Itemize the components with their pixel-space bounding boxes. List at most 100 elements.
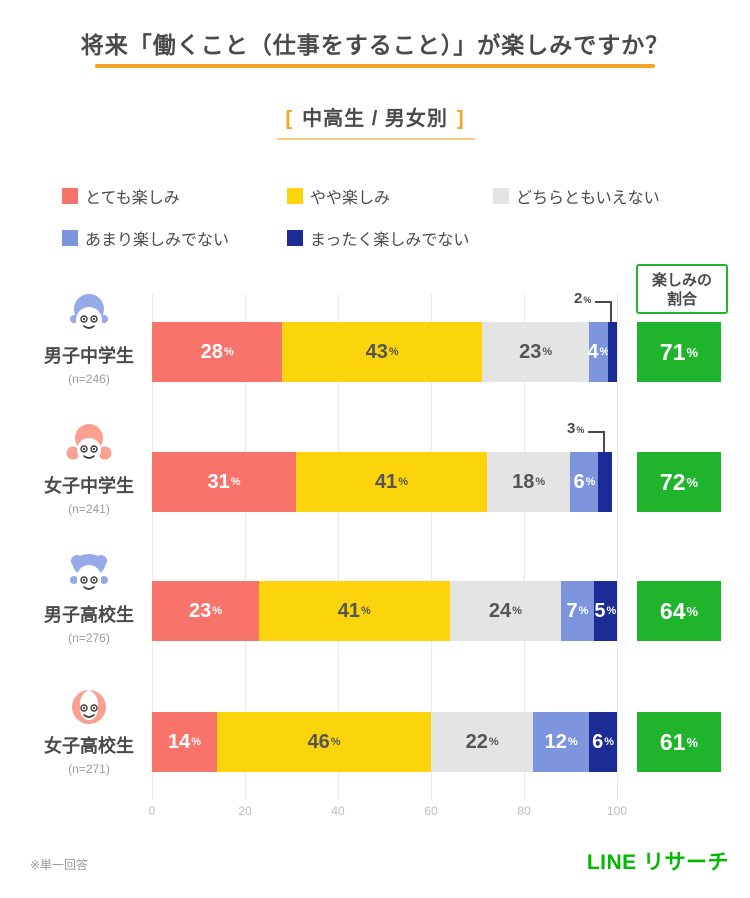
subtitle-underline	[277, 138, 475, 140]
chart-row: 男子高校生 (n=276) 23% 41% 24% 7% 5% 64%	[0, 521, 750, 651]
segment-percent-sign: %	[583, 295, 592, 305]
grid-line	[431, 294, 432, 800]
stacked-bar: 31% 41% 18% 6% 3%	[152, 420, 613, 512]
legend-label: どちらともいえない	[516, 190, 660, 207]
stacked-bar: 23% 41% 24% 7% 5%	[152, 581, 617, 641]
rate-percent-sign: %	[686, 474, 699, 490]
legend-label: やや楽しみ	[310, 190, 391, 207]
row-sample-size: (n=276)	[68, 631, 110, 645]
bar-segment	[598, 452, 613, 512]
rate-box: 61%	[637, 712, 721, 772]
legend-swatch-icon	[62, 230, 78, 246]
segment-value: 23	[188, 599, 212, 622]
x-tick-label: 0	[148, 804, 156, 818]
segment-value: 41	[374, 470, 398, 493]
legend-item-4: まったく楽しみでない	[287, 226, 469, 250]
segment-value: 12	[544, 730, 567, 753]
row-label-column: 男子中学生 (n=246)	[30, 292, 148, 408]
segment-value: 18	[512, 470, 535, 493]
chart-row: 男子中学生 (n=246) 28% 43% 23% 4% 2% 71%	[0, 262, 750, 392]
segment-value: 46	[307, 730, 330, 753]
callout-connector-line	[595, 301, 613, 322]
girl-junior-avatar-icon	[65, 422, 113, 470]
bar-segment: 12%	[533, 712, 590, 772]
rate-header-box: 楽しみの 割合	[636, 264, 728, 314]
segment-percent-sign: %	[542, 346, 553, 358]
chart-row: 女子高校生 (n=271) 14% 46% 22% 12% 6% 61%	[0, 652, 750, 782]
segment-value: 22	[465, 730, 488, 753]
boy-senior-avatar-icon	[65, 551, 113, 599]
bar-segment: 22%	[430, 712, 534, 772]
row-label-column: 女子中学生 (n=241)	[30, 422, 148, 538]
segment-percent-sign: %	[599, 346, 610, 358]
rate-box: 72%	[637, 452, 721, 512]
grid-line	[338, 294, 339, 800]
bar-segment: 14%	[152, 712, 218, 772]
row-name: 女子高校生	[44, 736, 134, 756]
bar-segment: 41%	[258, 581, 450, 641]
line-research-logo: LINE リサーチ	[586, 851, 729, 874]
bar-segment: 23%	[152, 581, 259, 641]
bar-segment: 24%	[449, 581, 562, 641]
segment-percent-sign: %	[398, 476, 408, 488]
segment-value: 23	[519, 340, 542, 363]
grid-line	[524, 294, 525, 800]
segment-percent-sign: %	[578, 605, 589, 617]
grid-line	[617, 294, 618, 800]
segment-value: 41	[337, 599, 360, 622]
segment-value: 24	[488, 599, 512, 622]
x-tick-label: 100	[606, 804, 628, 818]
segment-value: 14	[168, 730, 191, 753]
bar-segment: 7%	[561, 581, 594, 641]
segment-percent-sign: %	[388, 346, 399, 358]
legend-label: とても楽しみ	[85, 190, 180, 207]
bar-segment: 43%	[282, 322, 483, 382]
segment-percent-sign: %	[212, 605, 222, 617]
legend-item-0: とても楽しみ	[62, 184, 180, 208]
legend-swatch-icon	[62, 188, 78, 204]
rate-header-line2: 割合	[666, 291, 697, 308]
segment-percent-sign: %	[604, 736, 614, 748]
rate-percent-sign: %	[686, 603, 699, 619]
segment-percent-sign: %	[191, 736, 202, 748]
x-tick-label: 60	[424, 804, 438, 818]
bar-segment: 46%	[217, 712, 431, 772]
legend-label: まったく楽しみでない	[310, 232, 470, 249]
segment-percent-sign: %	[360, 605, 371, 617]
segment-percent-sign: %	[535, 476, 546, 488]
segment-value: 3	[567, 420, 576, 437]
legend-item-1: やや楽しみ	[287, 184, 390, 208]
x-tick-label: 20	[238, 804, 252, 818]
legend-item-2: どちらともいえない	[493, 184, 660, 208]
rate-box: 64%	[637, 581, 721, 641]
footnote: ※単一回答	[30, 858, 89, 872]
page-title: 将来「働くこと（仕事をすること）」が楽しみですか？	[80, 32, 670, 58]
subtitle-left-bracket: [	[285, 108, 294, 130]
segment-percent-sign: %	[606, 605, 617, 617]
segment-value: 43	[365, 340, 388, 363]
row-label-column: 女子高校生 (n=271)	[30, 682, 148, 798]
bar-segment: 23%	[482, 322, 590, 382]
row-name: 男子中学生	[44, 346, 134, 366]
segment-percent-sign: %	[230, 476, 241, 488]
row-sample-size: (n=246)	[68, 372, 110, 386]
segment-value: 2	[573, 290, 583, 307]
segment-percent-sign: %	[330, 736, 341, 748]
rate-value: 71	[659, 338, 686, 365]
rate-percent-sign: %	[686, 734, 699, 750]
boy-junior-avatar-icon	[65, 292, 113, 340]
bar-segment: 6%	[570, 452, 599, 512]
legend-label: あまり楽しみでない	[85, 232, 230, 249]
subtitle-text: 中高生 / 男女別	[302, 108, 448, 130]
bar-segment: 6%	[589, 712, 617, 772]
bar-segment: 41%	[296, 452, 487, 512]
legend-swatch-icon	[287, 230, 303, 246]
legend-item-3: あまり楽しみでない	[62, 226, 229, 250]
bar-segment: 5%	[593, 581, 617, 641]
row-sample-size: (n=241)	[68, 502, 110, 516]
segment-value: 28	[200, 340, 223, 363]
grid-line	[152, 294, 153, 800]
segment-percent-sign: %	[576, 425, 585, 435]
row-name: 男子高校生	[44, 605, 134, 625]
